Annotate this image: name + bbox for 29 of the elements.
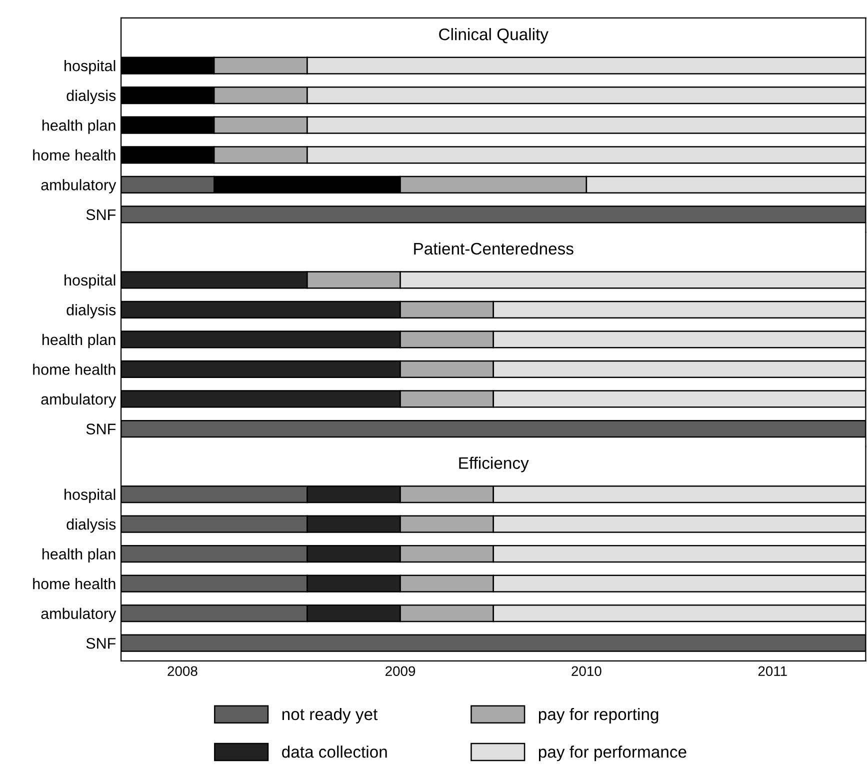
chart-title: Patient-Centeredness (414, 242, 574, 255)
legend-label: pay for performance (538, 746, 686, 762)
chart-title: Clinical Quality (439, 28, 548, 44)
legend-label: not ready yet (282, 708, 378, 724)
x-tick-label: 2009 (386, 666, 416, 676)
x-tick-label: 2010 (572, 666, 602, 676)
y-tick-label: hospital (64, 488, 116, 503)
legend-label: pay for reporting (538, 708, 658, 724)
x-tick-label: 2011 (758, 666, 787, 676)
y-tick-label: ambulatory (41, 608, 116, 622)
y-tick-label: dialysis (66, 304, 116, 318)
y-tick-label: dialysis (66, 90, 116, 104)
y-tick-label: SNF (86, 209, 116, 220)
legend-label: data collection (282, 746, 387, 758)
y-tick-label: SNF (86, 424, 116, 434)
y-tick-label: ambulatory (41, 393, 116, 408)
y-tick-label: hospital (64, 274, 116, 289)
y-tick-label: home health (33, 149, 116, 161)
y-tick-label: health plan (42, 548, 116, 563)
y-tick-label: ambulatory (41, 179, 116, 194)
y-tick-label: health plan (42, 120, 116, 134)
y-tick-label: dialysis (66, 518, 116, 533)
chart-title: Efficiency (459, 456, 529, 472)
x-tick-label: 2008 (168, 666, 198, 676)
y-tick-label: hospital (64, 60, 116, 74)
y-tick-label: home health (33, 578, 116, 590)
y-tick-label: health plan (42, 334, 116, 348)
y-tick-label: SNF (86, 638, 116, 649)
y-tick-label: home health (33, 364, 116, 375)
